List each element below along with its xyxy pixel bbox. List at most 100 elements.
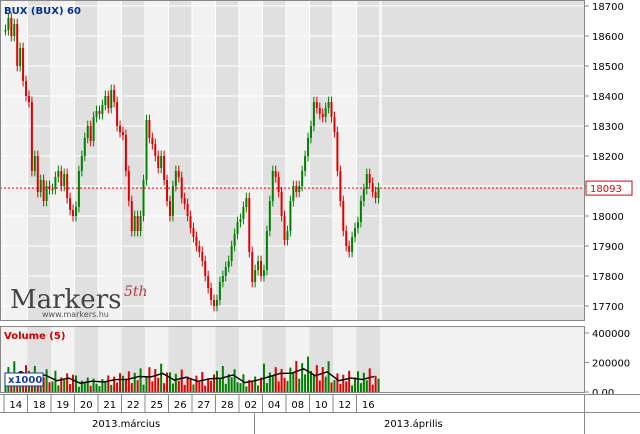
volume-bar	[130, 383, 133, 392]
candle	[77, 165, 80, 213]
date-tick-label: 26	[174, 400, 187, 411]
volume-bar	[371, 384, 374, 392]
volume-bar	[298, 378, 301, 392]
volume-bar	[163, 383, 166, 392]
volume-bar	[374, 375, 377, 392]
candle	[333, 111, 336, 138]
volume-bar	[327, 361, 330, 392]
volume-bar	[183, 384, 186, 392]
day-band	[215, 0, 239, 320]
volume-bar	[127, 371, 130, 392]
candle	[63, 168, 66, 192]
day-band	[74, 0, 98, 320]
volume-bar	[16, 382, 19, 392]
candle	[218, 276, 221, 306]
price-tick-label: 18600	[592, 32, 624, 43]
volume-bar	[51, 381, 54, 392]
volume-bar	[351, 385, 354, 392]
volume-bar	[133, 372, 136, 392]
date-tick-label: 08	[291, 400, 304, 411]
volume-bar	[89, 385, 92, 392]
day-band	[356, 326, 380, 392]
volume-bar	[154, 368, 157, 392]
date-tick-label: 22	[127, 400, 140, 411]
volume-bar	[356, 371, 359, 392]
day-band	[168, 326, 192, 392]
volume-bar	[289, 367, 292, 392]
candle	[280, 186, 283, 222]
candle	[45, 180, 48, 207]
price-tick-label: 18000	[592, 212, 624, 223]
candle	[60, 165, 63, 192]
volume-bar	[36, 383, 39, 392]
last-price-badge: 18093	[585, 180, 633, 196]
candle	[104, 90, 107, 111]
price-tick-label: 18200	[592, 152, 624, 163]
candle	[183, 192, 186, 210]
volume-bar	[80, 380, 83, 392]
volume-bar	[277, 381, 280, 392]
candle	[66, 168, 69, 204]
volume-bar	[213, 374, 216, 392]
volume-multiplier: x1000	[8, 375, 42, 386]
candle	[315, 96, 318, 114]
candle	[283, 210, 286, 246]
day-band	[356, 0, 380, 320]
volume-bar	[119, 373, 122, 392]
volume-bar	[72, 374, 75, 392]
candle	[10, 12, 13, 42]
candle	[83, 132, 86, 162]
price-tick-label: 18300	[592, 122, 624, 133]
candle	[251, 246, 254, 288]
candle	[119, 120, 122, 138]
volume-bar	[245, 386, 248, 392]
volume-bars	[4, 356, 380, 392]
date-tick-label: 19	[56, 400, 69, 411]
candle	[16, 18, 19, 72]
candle	[257, 255, 260, 276]
date-tick-label: 02	[244, 400, 257, 411]
candle	[86, 120, 89, 144]
volume-bar	[233, 369, 236, 392]
price-tick-label: 18700	[592, 2, 624, 13]
date-tick-label: 18	[33, 400, 46, 411]
month-label-march: 2013.március	[92, 418, 160, 430]
volume-bar	[160, 363, 163, 392]
candle	[262, 264, 265, 282]
volume-bar	[157, 377, 160, 392]
price-candles	[4, 12, 380, 312]
volume-bar	[74, 375, 77, 392]
candle	[145, 114, 148, 186]
volume-bar	[239, 383, 242, 392]
volume-bar	[304, 374, 307, 392]
candle	[309, 120, 312, 144]
candle	[254, 264, 257, 288]
price-grid	[0, 0, 584, 320]
candle	[101, 99, 104, 120]
candle	[351, 231, 354, 258]
candle	[177, 165, 180, 183]
chart-title: BUX (BUX) 60	[4, 6, 81, 17]
date-tick-label: 21	[103, 400, 116, 411]
candle	[239, 213, 242, 228]
candle	[13, 18, 16, 42]
volume-bar	[218, 379, 221, 392]
price-axis-bg	[585, 0, 640, 320]
candle	[163, 150, 166, 186]
candle	[7, 12, 10, 36]
candle	[57, 165, 60, 183]
volume-title: Volume (5)	[4, 331, 65, 342]
volume-bar	[295, 361, 298, 392]
candle	[130, 195, 133, 237]
candle	[224, 261, 227, 282]
volume-bar	[274, 367, 277, 392]
candle	[312, 96, 315, 132]
volume-bar	[45, 369, 48, 392]
volume-bar	[336, 373, 339, 392]
volume-bar	[69, 384, 72, 392]
volume-bar	[124, 378, 127, 392]
volume-bar	[330, 382, 333, 392]
volume-bar	[210, 380, 213, 392]
candle	[339, 165, 342, 207]
candle	[160, 150, 163, 174]
